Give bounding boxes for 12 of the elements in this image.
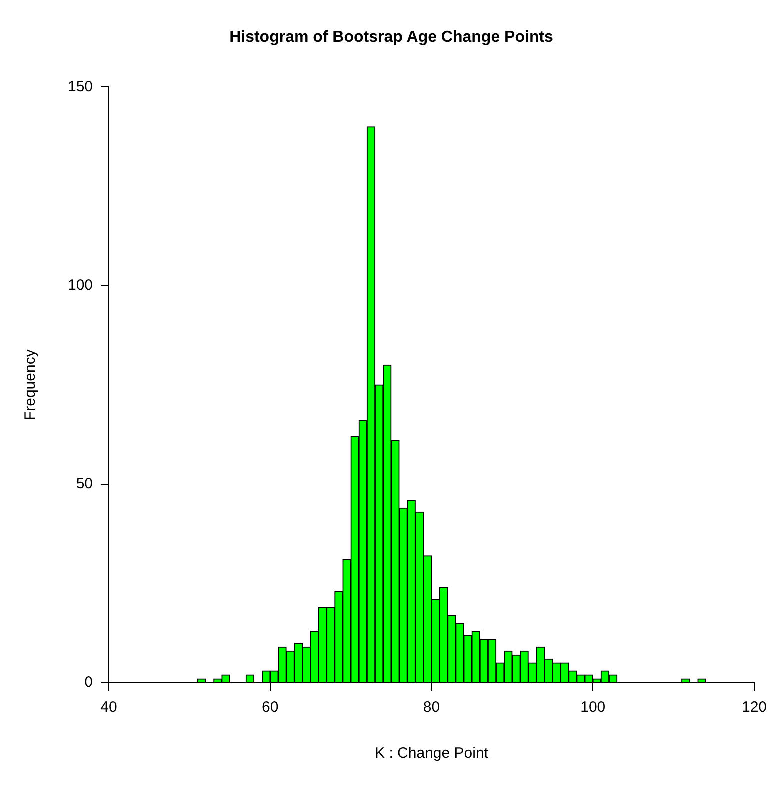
x-tick-label: 60	[262, 699, 279, 716]
x-tick-label: 40	[100, 699, 118, 716]
x-tick-label: 100	[580, 699, 606, 716]
x-tick-label: 80	[423, 699, 440, 716]
y-tick-label: 100	[68, 276, 94, 294]
y-tick-label: 150	[68, 78, 94, 96]
y-axis-title: Frequency	[22, 349, 40, 421]
x-tick-label: 120	[742, 699, 767, 716]
chart-title: Histogram of Bootsrap Age Change Points	[230, 29, 554, 46]
y-tick-label: 0	[84, 674, 94, 692]
y-tick-label: 50	[76, 476, 94, 493]
x-axis-title: K : Change Point	[375, 745, 490, 762]
